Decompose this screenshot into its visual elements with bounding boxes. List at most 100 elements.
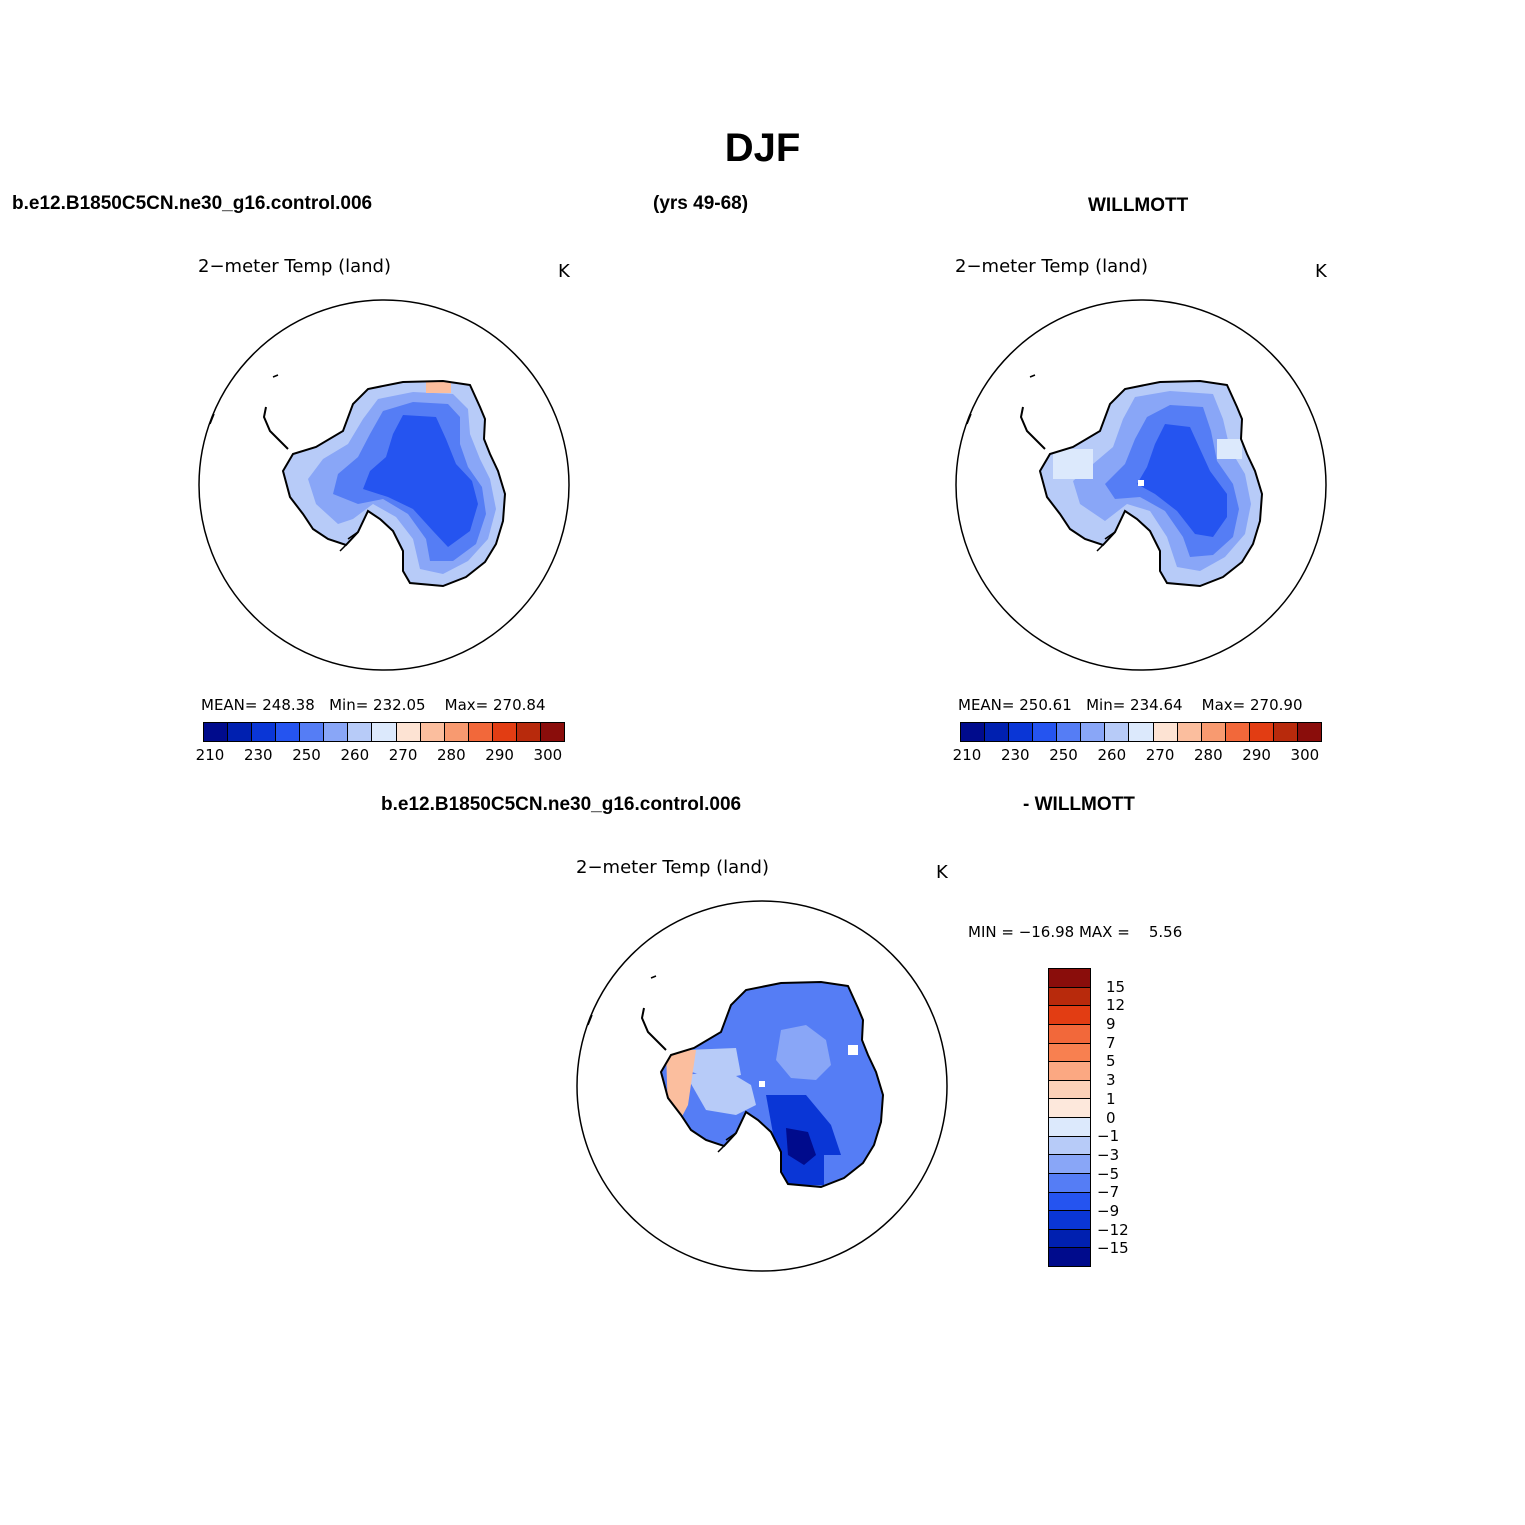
model-colorbar-tick-label: 260 (340, 746, 370, 764)
diff-colorbar-swatch (1049, 1080, 1090, 1100)
obs-colorbar-tick-label: 250 (1049, 746, 1078, 764)
obs-colorbar (960, 722, 1322, 742)
diff-colorbar-swatch (1049, 1136, 1090, 1156)
obs-colorbar-swatch (985, 723, 1010, 741)
model-antarctica-map (198, 299, 570, 671)
left-case-name: b.e12.B1850C5CN.ne30_g16.control.006 (12, 193, 373, 214)
model-islands (209, 374, 279, 425)
diff-colorbar-swatch (1049, 1248, 1090, 1266)
model-colorbar-swatch (372, 723, 397, 741)
obs-colorbar-swatch (1057, 723, 1082, 741)
diff-colorbar-tick-label: −7 (1097, 1183, 1120, 1202)
model-mean-value: 248.38 (262, 696, 315, 714)
obs-units-label: K (1315, 261, 1327, 282)
obs-colorbar-ticks: 210 230 250 260 270 280 290 300 (953, 746, 1322, 766)
figure-title: DJF (724, 126, 801, 170)
model-colorbar-swatch (204, 723, 229, 741)
obs-stats: MEAN= 250.61 Min= 234.64 Max= 270.90 (958, 696, 1303, 714)
diff-colorbar-tick-label: 5 (1106, 1052, 1116, 1071)
diff-colorbar-tick-label: −1 (1097, 1127, 1120, 1146)
diff-colorbar-tick-label: −15 (1097, 1239, 1129, 1258)
model-units-label: K (558, 261, 570, 282)
diff-pale-zone (686, 1048, 741, 1080)
obs-pale-coast (1217, 439, 1242, 459)
obs-colorbar-swatch (961, 723, 986, 741)
diff-colorbar-tick-label: 7 (1106, 1033, 1116, 1052)
obs-colorbar-tick-label: 300 (1290, 746, 1320, 764)
model-field-label: 2−meter Temp (land) (198, 256, 391, 277)
obs-colorbar-swatch (1249, 723, 1274, 741)
model-mean-label: MEAN= (201, 696, 258, 714)
obs-islands (966, 374, 1036, 425)
model-colorbar-swatch (468, 723, 493, 741)
obs-antarctica-map (955, 299, 1327, 671)
obs-colorbar-tick-label: 290 (1242, 746, 1271, 764)
model-colorbar-tick-label: 250 (292, 746, 321, 764)
diff-colorbar-swatch (1049, 1155, 1090, 1174)
obs-colorbar-tick-label: 230 (1000, 746, 1030, 764)
obs-colorbar-swatch (1177, 723, 1202, 741)
model-colorbar-swatch (492, 723, 517, 741)
model-max-value: 270.84 (493, 696, 546, 714)
model-max-label: Max= (444, 696, 489, 714)
diff-ross-coast (717, 1132, 737, 1153)
obs-colorbar-swatch (1297, 723, 1321, 741)
model-min-label: Min= (329, 696, 369, 714)
diff-darkest-zone (786, 1128, 816, 1165)
diff-light-zone (776, 1025, 831, 1080)
obs-colorbar-swatch (1105, 723, 1130, 741)
model-colorbar-swatch (348, 723, 373, 741)
model-colorbar-swatch (396, 723, 421, 741)
diff-colorbar-tick-label: 1 (1106, 1089, 1116, 1108)
model-colorbar (203, 722, 565, 742)
model-colorbar-tick-label: 270 (388, 746, 418, 764)
obs-white-pixel (1138, 480, 1144, 486)
model-min-value: 232.05 (373, 696, 426, 714)
model-colorbar-swatch (228, 723, 253, 741)
diff-colorbar-ticks: 15 12 9 7 5 3 1 0 −1 −3 −5 −7 −9 −12 −15 (1097, 968, 1157, 1267)
diff-colorbar-swatch (1049, 1173, 1090, 1193)
diff-colorbar-swatch (1049, 987, 1090, 1007)
model-colorbar-swatch (420, 723, 445, 741)
diff-case-name: b.e12.B1850C5CN.ne30_g16.control.006 (381, 794, 742, 815)
obs-colorbar-tick-label: 210 (952, 746, 982, 764)
model-stats: MEAN= 248.38 Min= 232.05 Max= 270.84 (201, 696, 546, 714)
diff-colorbar-tick-label: 3 (1106, 1071, 1116, 1090)
obs-pale-patch (1053, 449, 1093, 479)
diff-colorbar-swatch (1049, 1099, 1090, 1118)
obs-core-zone (1137, 424, 1227, 537)
diff-warm-peninsula (666, 1050, 726, 1152)
diff-colorbar-swatch (1049, 1006, 1090, 1025)
model-colorbar-swatch (540, 723, 564, 741)
diff-white-pixel-2 (759, 1081, 765, 1087)
model-colorbar-tick-label: 300 (533, 746, 563, 764)
diff-colorbar-swatch (1049, 1192, 1090, 1212)
obs-colorbar-swatch (1153, 723, 1178, 741)
diff-field-label: 2−meter Temp (land) (576, 857, 769, 878)
diff-colorbar-tick-label: 12 (1106, 996, 1126, 1015)
obs-colorbar-swatch (1225, 723, 1250, 741)
model-ross-coast (339, 531, 359, 552)
diff-colorbar-swatch (1049, 1211, 1090, 1230)
obs-field-label: 2−meter Temp (land) (955, 256, 1148, 277)
model-colorbar-tick-label: 230 (243, 746, 273, 764)
diff-colorbar-tick-label: −12 (1097, 1220, 1129, 1239)
diff-colorbar-tick-label: 15 (1106, 977, 1126, 996)
diff-antarctica-map (576, 900, 948, 1272)
obs-colorbar-tick-label: 270 (1145, 746, 1175, 764)
diff-obs-name: - WILLMOTT (1023, 794, 1135, 815)
diff-minmax: MIN = −16.98 MAX = 5.56 (968, 923, 1183, 941)
diff-colorbar-swatch (1049, 1062, 1090, 1081)
obs-mean-value: 250.61 (1019, 696, 1072, 714)
diff-colorbar-tick-label: −9 (1097, 1201, 1120, 1220)
diff-colorbar-swatch (1049, 969, 1090, 988)
model-colorbar-tick-label: 280 (437, 746, 466, 764)
model-colorbar-swatch (252, 723, 277, 741)
model-colorbar-swatch (444, 723, 469, 741)
model-colorbar-tick-label: 210 (195, 746, 225, 764)
obs-mean-label: MEAN= (958, 696, 1015, 714)
model-warm-coast (426, 381, 451, 393)
obs-ross-coast (1096, 531, 1116, 552)
right-case-name: WILLMOTT (1088, 195, 1189, 216)
obs-min-label: Min= (1086, 696, 1126, 714)
